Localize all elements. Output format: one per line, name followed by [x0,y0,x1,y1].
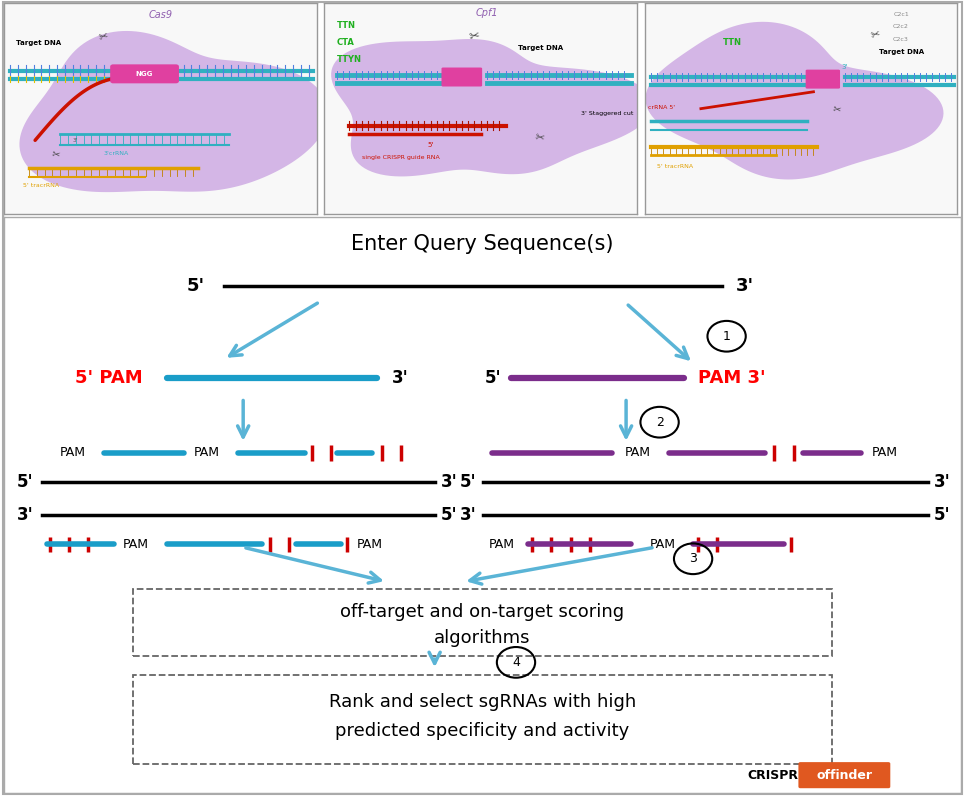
Text: PAM: PAM [194,447,220,459]
Text: 3'crRNA: 3'crRNA [104,151,129,156]
Text: ✂: ✂ [869,29,881,41]
Text: 3: 3 [689,552,697,565]
Text: TTN: TTN [337,21,356,30]
Text: offinder: offinder [816,769,872,782]
FancyBboxPatch shape [110,64,179,84]
Text: PAM: PAM [488,537,514,551]
Text: Cas9: Cas9 [149,10,173,20]
Text: PAM: PAM [356,537,382,551]
Text: Target DNA: Target DNA [518,45,564,51]
Text: NGG: NGG [136,71,153,77]
Text: ✂: ✂ [832,103,841,115]
Text: Enter Query Sequence(s): Enter Query Sequence(s) [351,234,614,254]
Text: PAM: PAM [123,537,149,551]
Text: 5': 5' [441,506,457,524]
Text: Rank and select sgRNAs with high: Rank and select sgRNAs with high [329,693,636,712]
Text: 3': 3' [459,506,477,524]
Text: 5' tracrRNA: 5' tracrRNA [657,164,693,169]
Text: 5': 5' [427,142,433,147]
Polygon shape [331,39,653,177]
Text: ✂: ✂ [98,31,110,43]
Text: 5' tracrRNA: 5' tracrRNA [22,183,59,188]
Text: CTA: CTA [337,38,354,48]
Text: 5': 5' [485,369,502,388]
Text: Target DNA: Target DNA [16,41,62,46]
Text: 3': 3' [16,506,34,524]
Text: 5': 5' [16,473,33,491]
Text: CRISPR: CRISPR [748,770,798,782]
Text: 3': 3' [736,277,755,295]
Text: 3' Staggered cut: 3' Staggered cut [581,111,633,116]
FancyBboxPatch shape [806,69,840,88]
Text: 5': 5' [460,473,477,491]
Text: off-target and on-target scoring: off-target and on-target scoring [341,603,624,622]
Text: C2c3: C2c3 [893,37,909,42]
Text: predicted specificity and activity: predicted specificity and activity [336,723,629,740]
Text: Target DNA: Target DNA [879,49,924,55]
Text: 1: 1 [723,330,731,343]
Text: PAM 3': PAM 3' [698,369,765,388]
Text: algorithms: algorithms [434,629,531,647]
Text: 2: 2 [655,416,664,429]
Polygon shape [646,21,944,179]
Text: C2c2: C2c2 [893,25,909,29]
Text: PAM: PAM [624,447,650,459]
Text: 3': 3' [933,473,951,491]
Text: 4: 4 [512,656,520,669]
Text: C2c1: C2c1 [894,12,909,17]
Text: 3': 3' [441,473,457,491]
Text: 3': 3' [392,369,408,388]
Text: TTN: TTN [723,38,742,48]
Text: Cpf1: Cpf1 [476,8,498,18]
Text: 5': 5' [934,506,951,524]
Text: 3': 3' [841,64,848,69]
Polygon shape [19,31,328,192]
Text: PAM: PAM [871,447,897,459]
Text: ✂: ✂ [534,133,544,144]
FancyBboxPatch shape [133,676,832,763]
FancyBboxPatch shape [442,68,482,87]
Text: PAM: PAM [649,537,676,551]
Text: ✂: ✂ [468,29,481,44]
Text: PAM: PAM [60,447,86,459]
Text: 5': 5' [187,277,205,295]
Text: ✂: ✂ [51,148,61,159]
Text: TTYN: TTYN [337,55,362,64]
FancyBboxPatch shape [133,589,832,656]
Text: 5' PAM: 5' PAM [75,369,143,388]
FancyBboxPatch shape [798,762,891,788]
Text: crRNA 5': crRNA 5' [648,104,675,110]
Text: 3': 3' [72,139,77,143]
Text: single CRISPR guide RNA: single CRISPR guide RNA [362,155,439,160]
